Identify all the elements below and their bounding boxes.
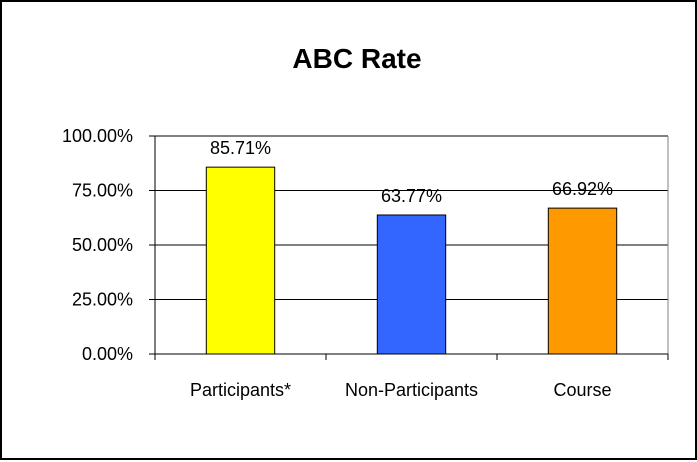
category-label: Course bbox=[553, 380, 611, 400]
bars bbox=[205, 166, 618, 355]
y-tick-label: 50.00% bbox=[72, 235, 133, 255]
category-label: Non-Participants bbox=[345, 380, 478, 400]
data-labels: 85.71% 63.77% 66.92% bbox=[210, 138, 613, 206]
y-tick-label: 100.00% bbox=[62, 126, 133, 146]
data-label: 85.71% bbox=[210, 138, 271, 158]
y-tick-label: 25.00% bbox=[72, 290, 133, 310]
bar bbox=[547, 207, 618, 355]
bar bbox=[205, 166, 276, 355]
data-label: 63.77% bbox=[381, 186, 442, 206]
data-label: 66.92% bbox=[552, 179, 613, 199]
category-label: Participants* bbox=[190, 380, 291, 400]
y-tick-label: 75.00% bbox=[72, 181, 133, 201]
category-labels: Participants* Non-Participants Course bbox=[190, 380, 612, 400]
y-tick-label: 0.00% bbox=[82, 344, 133, 364]
bar bbox=[376, 214, 447, 355]
chart-title: ABC Rate bbox=[292, 43, 421, 74]
